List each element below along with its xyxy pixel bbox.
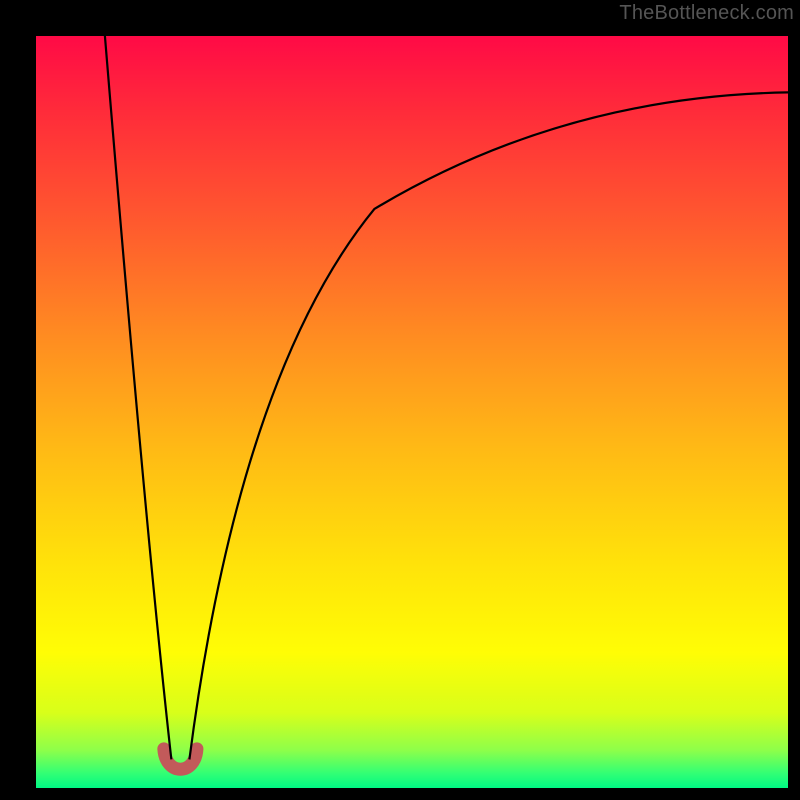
watermark-text: TheBottleneck.com <box>619 0 800 25</box>
bottleneck-gradient-bg <box>36 36 788 788</box>
plot-area <box>36 36 788 788</box>
chart-stage: TheBottleneck.com <box>0 0 800 800</box>
